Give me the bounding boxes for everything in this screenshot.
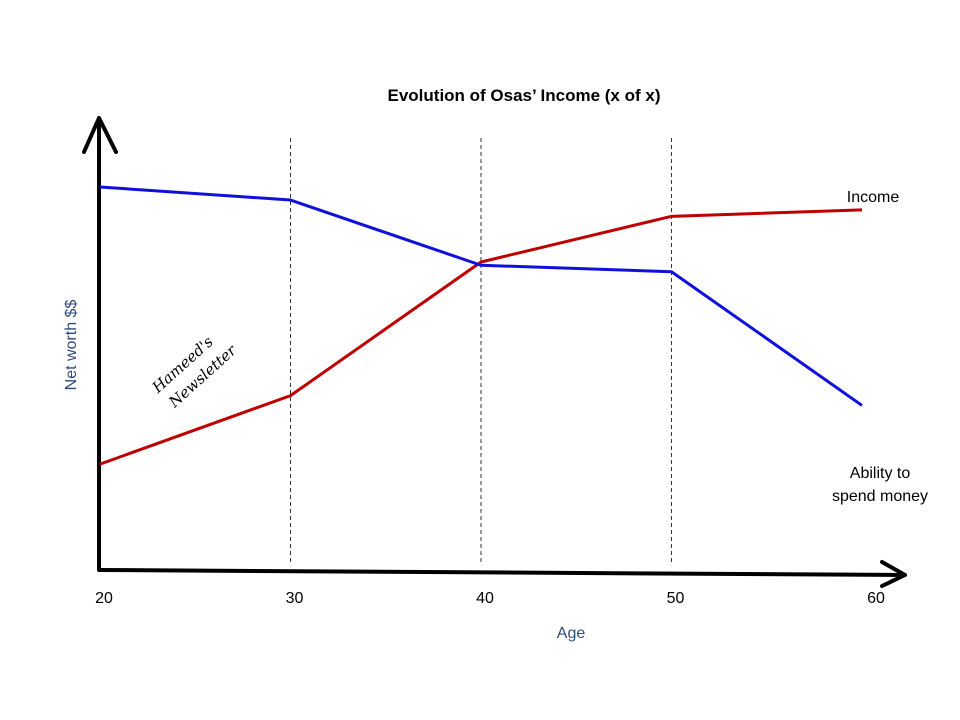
series-lines [99, 185, 863, 466]
x-axis-label: Age [557, 625, 586, 642]
axes [82, 116, 907, 588]
y-axis-arrow [82, 116, 118, 570]
x-tick-label: 20 [95, 590, 113, 607]
x-axis-arrow [97, 560, 907, 588]
series-line-income [99, 208, 863, 466]
chart-title: Evolution of Osas’ Income (x of x) [388, 86, 661, 105]
x-tick-label: 60 [867, 590, 885, 607]
series-label-spend-line2: spend money [832, 488, 928, 505]
series-line-ability-to-spend [99, 185, 863, 407]
x-tick-label: 40 [476, 590, 494, 607]
x-tick-labels: 20 30 40 50 60 [95, 590, 885, 607]
x-tick-label: 30 [286, 590, 304, 607]
series-label-income: Income [847, 189, 900, 206]
y-axis-label: Net worth $$ [63, 300, 80, 391]
x-tick-label: 50 [667, 590, 685, 607]
grid-lines [290, 138, 672, 562]
series-label-spend-line1: Ability to [850, 465, 911, 482]
newsletter-watermark: Hameed's Newsletter [148, 332, 241, 411]
